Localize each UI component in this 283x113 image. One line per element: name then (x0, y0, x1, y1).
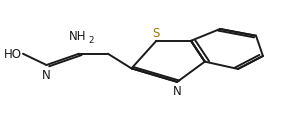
Text: N: N (42, 68, 51, 81)
Text: 2: 2 (89, 36, 94, 45)
Text: NH: NH (69, 30, 86, 43)
Text: N: N (173, 84, 181, 97)
Text: HO: HO (4, 48, 22, 61)
Text: S: S (153, 27, 160, 40)
